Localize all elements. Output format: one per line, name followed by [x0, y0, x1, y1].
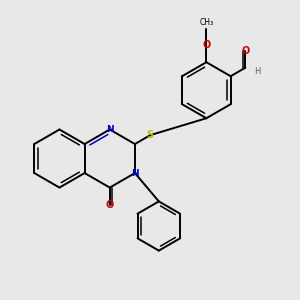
Text: O: O — [202, 40, 211, 50]
Text: S: S — [147, 130, 154, 140]
Text: CH₃: CH₃ — [199, 18, 213, 27]
Text: O: O — [241, 46, 250, 56]
Text: N: N — [131, 169, 139, 178]
Text: O: O — [106, 200, 114, 210]
Text: N: N — [106, 125, 114, 134]
Text: H: H — [254, 67, 261, 76]
